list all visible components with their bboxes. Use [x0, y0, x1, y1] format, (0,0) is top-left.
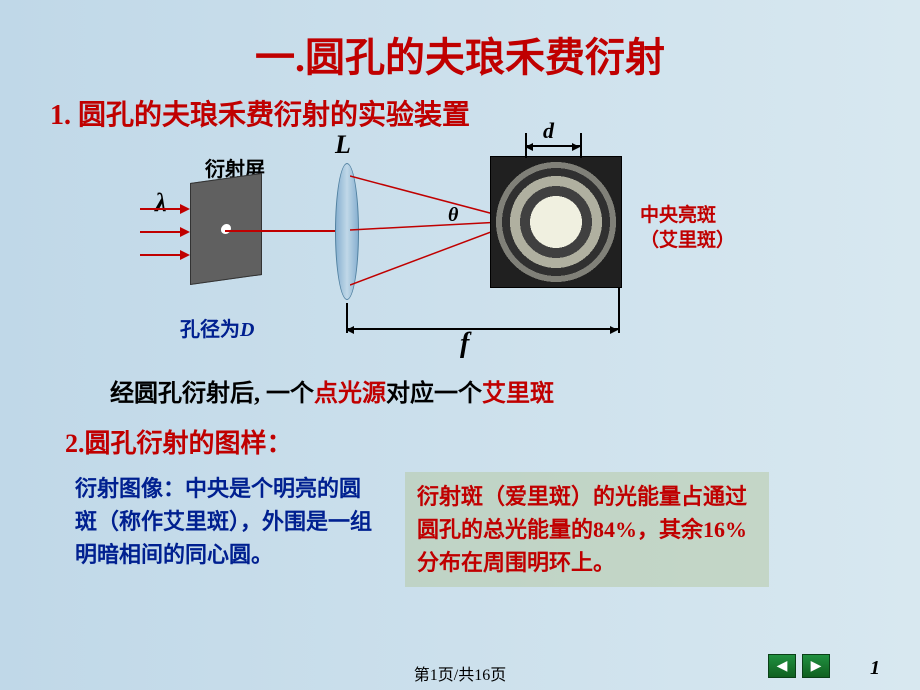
sentence-red1: 点光源: [314, 381, 386, 407]
light-ray-3: [140, 254, 182, 256]
f-tick-right: [618, 288, 620, 333]
left-column-text: 衍射图像：中央是个明亮的圆斑（称作艾里斑），外围是一组明暗相间的同心圆。: [75, 472, 375, 587]
d-dim: [525, 145, 580, 147]
aperture-label: 孔径为D: [180, 313, 254, 342]
d-label: d: [543, 118, 554, 144]
section-1-heading: 1. 圆孔的夫琅禾费衍射的实验装置: [50, 93, 920, 133]
lens-label: L: [335, 130, 351, 160]
nav-buttons: ◀ ▶: [768, 654, 830, 678]
main-title: 一.圆孔的夫琅禾费衍射: [0, 0, 920, 83]
airy-pattern: [490, 156, 622, 288]
light-ray-2: [140, 231, 182, 233]
d-tick-right: [580, 133, 582, 158]
sentence-red2: 艾里斑: [482, 381, 554, 407]
right-column-text: 衍射斑（爱里斑）的光能量占通过圆孔的总光能量的84%，其余16%分布在周围明环上…: [405, 472, 769, 587]
prev-button[interactable]: ◀: [768, 654, 796, 678]
diffraction-screen: [190, 173, 262, 285]
aperture-hole: [221, 223, 231, 234]
section-2-heading: 2.圆孔衍射的图样：: [65, 423, 920, 460]
lambda-label: λ: [155, 188, 167, 218]
f-dim: [346, 328, 618, 330]
center-spot-line2: （艾里斑）: [640, 230, 735, 251]
diagram: 衍射屏 λ L θ 中央亮斑 （艾里斑） d f 孔径为D: [140, 138, 800, 368]
sentence-mid: 对应一个: [386, 381, 482, 407]
aperture-label-text: 孔径为: [180, 319, 240, 341]
aperture-label-var: D: [240, 319, 254, 341]
sentence-pre: 经圆孔衍射后, 一个: [110, 381, 314, 407]
center-spot-line1: 中央亮斑: [640, 205, 716, 226]
f-label: f: [460, 328, 469, 360]
page-number: 1: [870, 657, 880, 680]
center-spot-label: 中央亮斑 （艾里斑）: [640, 204, 735, 253]
conclusion-sentence: 经圆孔衍射后, 一个点光源对应一个艾里斑: [110, 373, 920, 408]
next-button[interactable]: ▶: [802, 654, 830, 678]
theta-label: θ: [448, 204, 458, 227]
two-column-text: 衍射图像：中央是个明亮的圆斑（称作艾里斑），外围是一组明暗相间的同心圆。 衍射斑…: [75, 472, 920, 587]
ray-to-lens: [225, 230, 335, 232]
light-ray-1: [140, 208, 182, 210]
